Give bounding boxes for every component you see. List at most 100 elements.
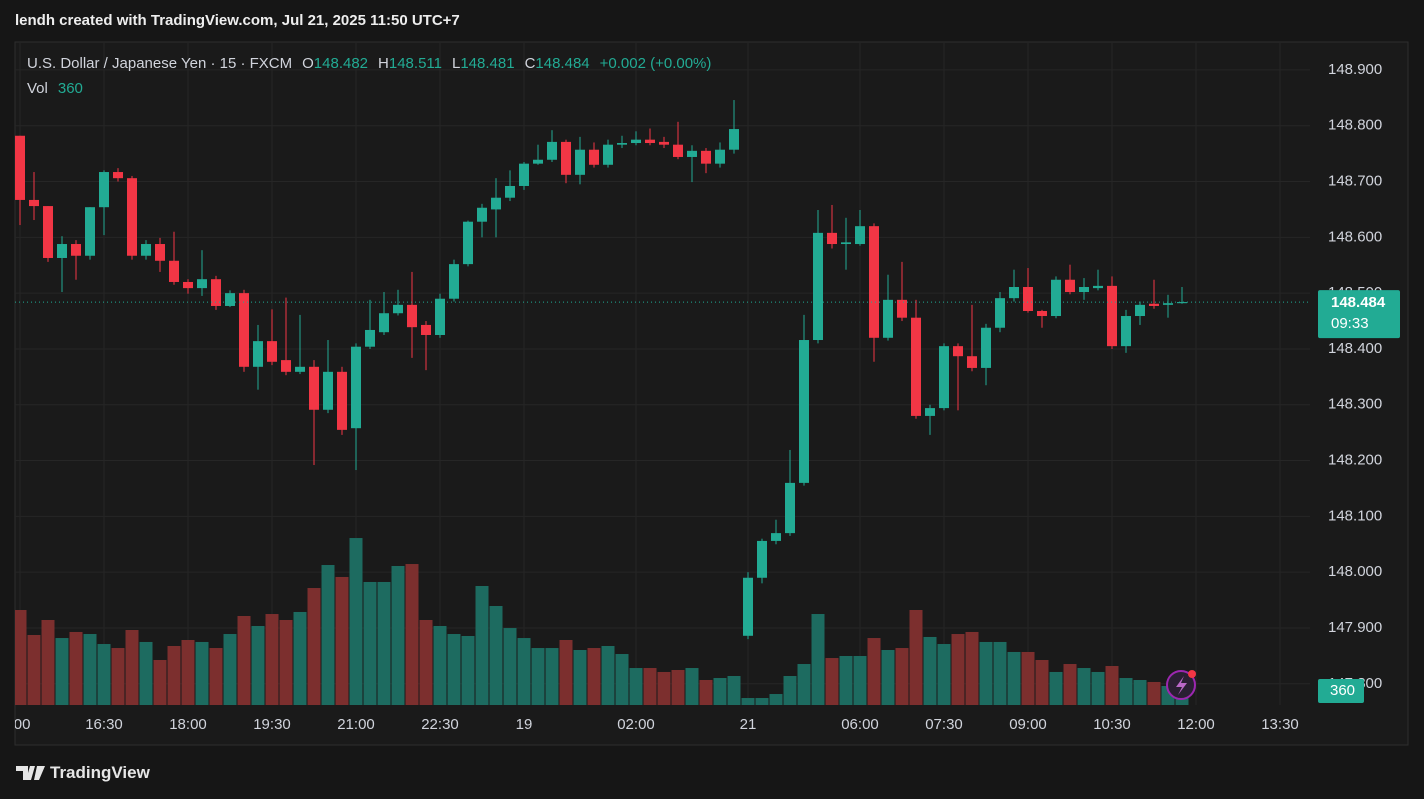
candle-body: [714, 149, 725, 164]
volume-bar: [853, 655, 867, 705]
candle-body: [532, 159, 543, 164]
x-tick-label: 18:00: [169, 716, 207, 733]
candle-body: [98, 172, 109, 208]
candle-body: [672, 144, 683, 157]
x-tick-label: 16:30: [85, 716, 123, 733]
candle-body: [378, 313, 389, 333]
candle-body: [742, 577, 753, 636]
symbol-title: U.S. Dollar / Japanese Yen · 15 · FXCM: [27, 55, 293, 72]
candle-body: [182, 281, 193, 289]
volume-bar: [825, 658, 839, 705]
volume-badge: [1318, 679, 1364, 704]
volume-bar: [769, 694, 783, 705]
price-badge: [1318, 290, 1400, 339]
candle-body: [1050, 279, 1061, 317]
volume-value: 360: [57, 80, 83, 97]
volume-bar: [755, 698, 769, 705]
volume-bar: [587, 648, 601, 705]
legend: U.S. Dollar / Japanese Yen · 15 · FXCM O1…: [27, 54, 711, 74]
volume-bar: [475, 585, 489, 705]
volume-badge-value: 360: [1330, 682, 1355, 699]
volume-bar: [1035, 660, 1049, 705]
volume-bar: [307, 588, 321, 705]
candle-body: [896, 299, 907, 318]
volume-bar: [293, 611, 307, 705]
volume-bar: [909, 610, 923, 705]
volume-bar: [629, 668, 643, 705]
candle-body: [322, 371, 333, 410]
x-tick-label: 10:30: [1093, 716, 1131, 733]
volume-bar: [265, 614, 279, 705]
volume-bar: [41, 620, 55, 705]
ohlc-key: O: [302, 55, 314, 72]
candle-body: [574, 149, 585, 175]
candle-body: [168, 260, 179, 282]
volume-bar: [181, 640, 195, 705]
ohlc-value: 148.482: [313, 55, 369, 72]
y-tick-label: 148.200: [1328, 452, 1382, 469]
volume-bar: [97, 644, 111, 705]
volume-bar: [1105, 665, 1119, 705]
volume-bar: [1119, 678, 1133, 705]
volume-bar: [377, 581, 391, 705]
candle-body: [588, 149, 599, 165]
candle-body: [224, 293, 235, 306]
volume-bar: [55, 638, 69, 705]
volume-bar: [685, 668, 699, 705]
ohlc-value: 148.481: [460, 55, 515, 72]
candle-body: [546, 141, 557, 160]
candle-body: [770, 533, 781, 541]
volume-bar: [1021, 651, 1035, 705]
volume-bar: [671, 670, 685, 705]
candle-body: [630, 139, 641, 144]
y-tick-label: 147.900: [1328, 619, 1382, 636]
volume-bar: [195, 641, 209, 705]
volume-bar: [839, 655, 853, 705]
candle-body: [504, 185, 515, 198]
volume-bar: [573, 650, 587, 705]
candle-body: [560, 141, 571, 175]
candle-body: [644, 139, 655, 144]
volume-bar: [517, 638, 531, 705]
candle-body: [462, 221, 473, 265]
volume-bar: [797, 664, 811, 705]
volume-bar: [881, 650, 895, 705]
time-axis: :00 16:30 18:00 19:30 21:00 22:30 19 02:00 21 06:…: [15, 716, 1299, 733]
candle-body: [826, 232, 837, 245]
volume-bar: [643, 668, 657, 705]
volume-bar: [713, 678, 727, 705]
candle-body: [812, 232, 823, 341]
price-badge-countdown: 09:33: [1331, 315, 1369, 332]
volume-bar: [279, 620, 293, 705]
x-tick-label: 06:00: [841, 716, 879, 733]
candle-body: [1078, 286, 1089, 293]
candle-body: [1176, 302, 1187, 304]
candle-body: [154, 244, 165, 261]
candle-body: [420, 324, 431, 335]
volume-pane: [15, 538, 1189, 705]
candle-body: [70, 244, 81, 256]
volume-bar: [965, 631, 979, 705]
candle-body: [336, 371, 347, 430]
candle-body: [364, 329, 375, 347]
ohlc-key: C: [524, 55, 536, 72]
volume-bar: [531, 648, 545, 705]
candle-body: [15, 135, 25, 200]
candle-body: [658, 141, 669, 145]
candle-body: [854, 226, 865, 245]
candle-body: [1162, 303, 1173, 305]
candle-body: [434, 298, 445, 335]
volume-bar: [895, 648, 909, 705]
volume-bar: [979, 641, 993, 705]
candle-body: [350, 346, 361, 429]
volume-bar: [251, 625, 265, 705]
alert-icon[interactable]: [1166, 670, 1196, 700]
volume-bar: [741, 698, 755, 705]
volume-bar: [951, 634, 965, 705]
volume-bar: [167, 645, 181, 705]
volume-bar: [139, 641, 153, 705]
y-tick-label: 148.400: [1328, 340, 1382, 357]
x-tick-label: 21: [740, 716, 757, 733]
candle-body: [784, 482, 795, 534]
